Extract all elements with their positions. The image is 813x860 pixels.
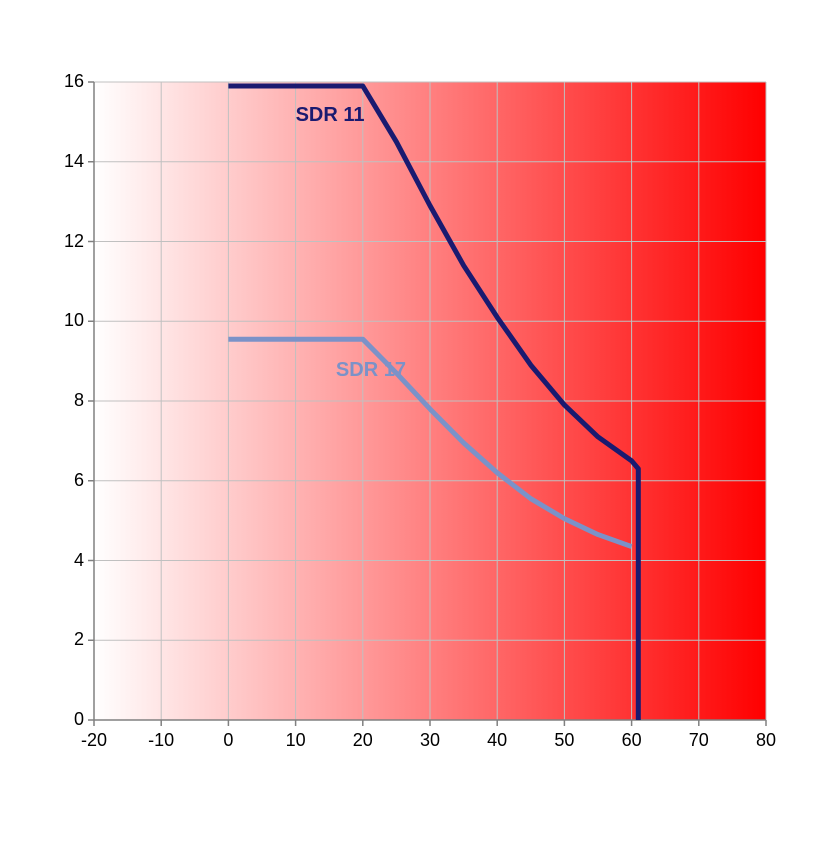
y-tick-label: 2 (74, 629, 84, 650)
y-tick-label: 0 (74, 709, 84, 730)
page: 0 2 4 6 8 10 12 14 16 -20 -10 0 10 20 30 40 50 60 70 80 SDR … (0, 0, 813, 855)
x-tick-label: 70 (679, 730, 719, 751)
x-tick-label: 20 (343, 730, 383, 751)
series-label: SDR 11 (296, 104, 365, 127)
y-tick-label: 14 (64, 151, 84, 172)
x-tick-label: 0 (208, 730, 248, 751)
x-tick-label: -10 (141, 730, 181, 751)
labels-layer: 0 2 4 6 8 10 12 14 16 -20 -10 0 10 20 30 40 50 60 70 80 SDR … (0, 0, 813, 855)
x-tick-label: 50 (544, 730, 584, 751)
x-tick-label: 80 (746, 730, 786, 751)
x-tick-label: 10 (276, 730, 316, 751)
y-tick-label: 16 (64, 71, 84, 92)
y-tick-label: 8 (74, 390, 84, 411)
y-tick-label: 10 (64, 310, 84, 331)
y-tick-label: 4 (74, 550, 84, 571)
x-tick-label: 40 (477, 730, 517, 751)
x-tick-label: 60 (612, 730, 652, 751)
y-tick-label: 12 (64, 231, 84, 252)
y-tick-label: 6 (74, 470, 84, 491)
x-tick-label: 30 (410, 730, 450, 751)
x-tick-label: -20 (74, 730, 114, 751)
series-label: SDR 17 (336, 359, 406, 382)
